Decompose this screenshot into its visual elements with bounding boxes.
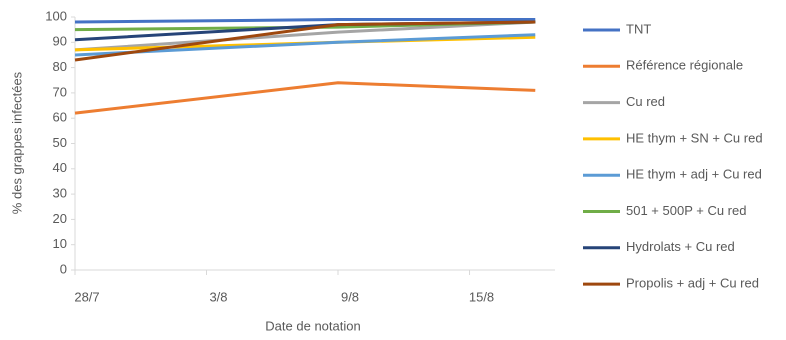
- y-tick-label: 80: [53, 59, 67, 74]
- legend-label: TNT: [626, 21, 651, 36]
- y-axis-title: % des grappes infectées: [9, 71, 24, 214]
- legend-label: Cu red: [626, 94, 665, 109]
- legend-label: Propolis + adj + Cu red: [626, 276, 759, 291]
- y-tick-label: 50: [53, 135, 67, 150]
- legend-label: HE thym + SN + Cu red: [626, 130, 763, 145]
- x-tick-label: 9/8: [341, 289, 359, 304]
- y-tick-label: 0: [60, 261, 67, 276]
- y-tick-label: 30: [53, 186, 67, 201]
- x-axis-title: Date de notation: [265, 318, 360, 333]
- legend-label: Référence régionale: [626, 58, 743, 73]
- y-tick-label: 40: [53, 160, 67, 175]
- series-line: [74, 20, 536, 62]
- series-line: [74, 33, 536, 57]
- y-tick-label: 100: [45, 8, 67, 23]
- legend-label: 501 + 500P + Cu red: [626, 203, 746, 218]
- y-tick-label: 20: [53, 211, 67, 226]
- y-tick-label: 70: [53, 84, 67, 99]
- y-tick-label: 90: [53, 34, 67, 49]
- x-tick-label: 15/8: [469, 289, 494, 304]
- y-tick-label: 60: [53, 110, 67, 125]
- legend-label: Hydrolats + Cu red: [626, 239, 735, 254]
- x-tick-label: 3/8: [209, 289, 227, 304]
- series-line: [74, 18, 536, 24]
- series-line: [74, 20, 536, 52]
- series-line: [74, 81, 536, 115]
- x-tick-label: 28/7: [74, 289, 99, 304]
- legend-label: HE thym + adj + Cu red: [626, 167, 762, 182]
- y-tick-label: 10: [53, 236, 67, 251]
